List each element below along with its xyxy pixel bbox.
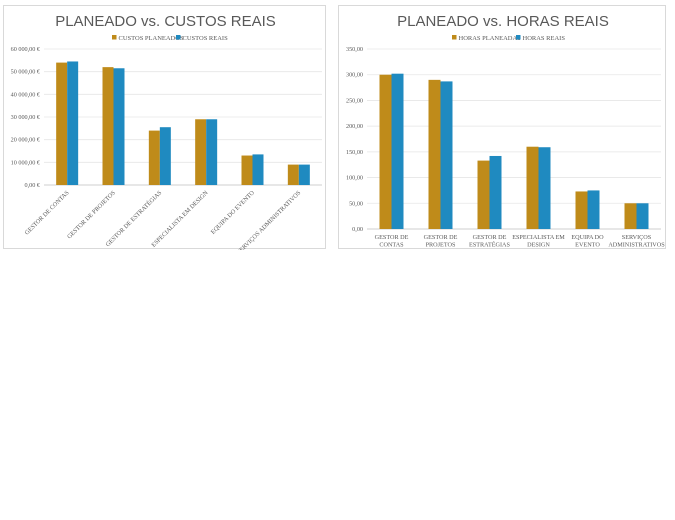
category-label-line: GESTOR DE bbox=[375, 234, 409, 241]
bar-planned bbox=[195, 119, 207, 185]
legend-label-2: HORAS REAIS bbox=[523, 35, 566, 42]
y-tick-label: 40 000,00 € bbox=[11, 91, 40, 98]
category-label-line: EVENTO bbox=[575, 242, 600, 249]
bar-real bbox=[587, 190, 600, 229]
bar-planned bbox=[526, 146, 539, 229]
legend-swatch-1 bbox=[452, 35, 457, 40]
hours-chart-panel: PLANEADO vs. HORAS REAIS HORAS PLANEADAS H… bbox=[338, 5, 666, 249]
y-tick-label: 30 000,00 € bbox=[11, 114, 40, 121]
bar-real bbox=[636, 203, 649, 229]
y-tick-label: 0,00 € bbox=[25, 182, 40, 189]
bar-planned bbox=[428, 79, 441, 229]
category-label-line: GESTOR DE bbox=[424, 234, 458, 241]
legend-label-2: CUSTOS REAIS bbox=[183, 35, 229, 42]
legend-swatch-1 bbox=[112, 35, 117, 40]
y-tick-label: 0,00 bbox=[352, 226, 363, 233]
category-label: GESTOR DE ESTRATÉGIAS bbox=[469, 234, 510, 249]
bar-real bbox=[206, 119, 218, 185]
category-label: GESTOR DE CONTAS bbox=[24, 189, 71, 236]
category-label-line: ESTRATÉGIAS bbox=[469, 241, 510, 249]
y-tick-label: 200,00 bbox=[346, 123, 363, 130]
category-label: GESTOR DE CONTAS bbox=[375, 234, 409, 249]
category-label-line: SERVIÇOS bbox=[622, 234, 652, 241]
category-label: SERVIÇOS ADMINISTRATIVOS bbox=[608, 234, 665, 249]
bar-planned bbox=[102, 67, 114, 185]
y-tick-label: 350,00 bbox=[346, 46, 363, 53]
category-label-line: PROJETOS bbox=[426, 242, 456, 249]
y-tick-label: 50,00 bbox=[349, 200, 363, 207]
bar-planned bbox=[379, 74, 392, 229]
bar-real bbox=[159, 127, 171, 185]
category-label-line: GESTOR DE bbox=[473, 234, 507, 241]
chart-title: PLANEADO vs. HORAS REAIS bbox=[397, 13, 609, 30]
bar-real bbox=[489, 155, 502, 229]
hours-chart: PLANEADO vs. HORAS REAIS HORAS PLANEADAS H… bbox=[346, 13, 665, 249]
bar-real bbox=[113, 68, 125, 185]
y-tick-label: 50 000,00 € bbox=[11, 69, 40, 76]
bar-planned bbox=[575, 191, 588, 229]
bar-real bbox=[391, 73, 404, 229]
y-tick-label: 150,00 bbox=[346, 149, 363, 156]
legend-label-1: HORAS PLANEADAS bbox=[459, 35, 522, 42]
bar-planned bbox=[624, 203, 637, 229]
category-label-line: ESPECIALISTA EM bbox=[512, 234, 565, 241]
y-tick-label: 250,00 bbox=[346, 97, 363, 104]
chart-title: PLANEADO vs. CUSTOS REAIS bbox=[55, 13, 276, 30]
category-label-line: CONTAS bbox=[379, 242, 404, 249]
bar-real bbox=[67, 61, 79, 185]
costs-chart-panel: PLANEADO vs. CUSTOS REAIS CUSTOS PLANEADO… bbox=[3, 5, 326, 250]
category-label-line: EQUIPA DO bbox=[571, 234, 604, 241]
category-label: GESTOR DE PROJETOS bbox=[66, 189, 117, 240]
y-tick-label: 300,00 bbox=[346, 72, 363, 79]
bar-real bbox=[252, 154, 264, 185]
category-label-line: DESIGN bbox=[527, 242, 550, 249]
category-label: GESTOR DE PROJETOS bbox=[424, 234, 458, 249]
bar-planned bbox=[477, 160, 490, 229]
y-tick-label: 100,00 bbox=[346, 175, 363, 182]
bar-planned bbox=[241, 155, 253, 185]
bar-real bbox=[440, 81, 453, 230]
costs-chart: PLANEADO vs. CUSTOS REAIS CUSTOS PLANEADO… bbox=[11, 13, 322, 250]
legend-swatch-2 bbox=[176, 35, 181, 40]
bar-planned bbox=[148, 130, 160, 185]
bar-planned bbox=[56, 62, 68, 185]
bar-planned bbox=[287, 164, 299, 185]
y-tick-label: 20 000,00 € bbox=[11, 137, 40, 144]
y-tick-label: 60 000,00 € bbox=[11, 46, 40, 53]
category-label: EQUIPA DO EVENTO bbox=[210, 189, 257, 236]
legend-swatch-2 bbox=[516, 35, 521, 40]
category-label: ESPECIALISTA EM DESIGN bbox=[512, 234, 565, 249]
category-label: EQUIPA DO EVENTO bbox=[571, 234, 604, 249]
bar-real bbox=[298, 164, 310, 185]
bar-real bbox=[538, 147, 551, 229]
category-label-line: ADMINISTRATIVOS bbox=[608, 242, 665, 249]
legend-label-1: CUSTOS PLANEADOS bbox=[119, 35, 184, 42]
y-tick-label: 10 000,00 € bbox=[11, 159, 40, 166]
